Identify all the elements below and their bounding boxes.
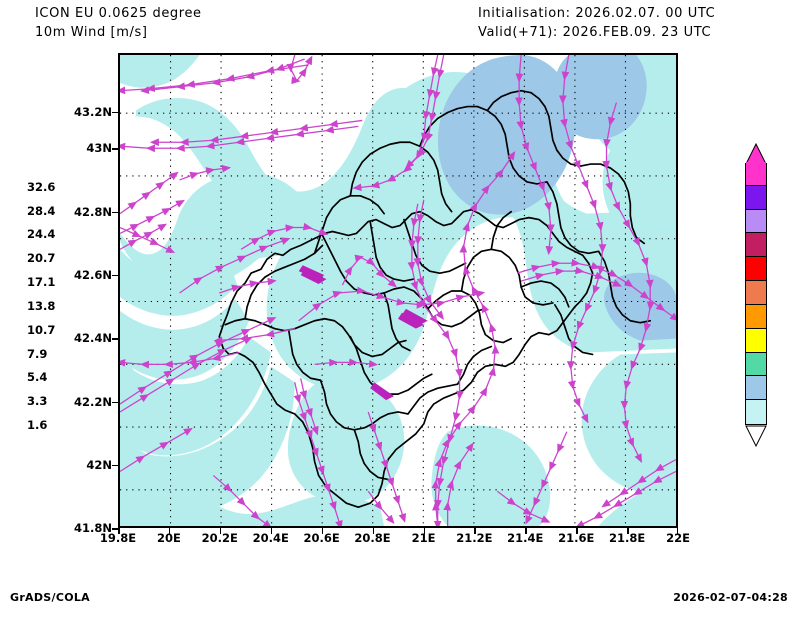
x-tick: 20.2E (201, 531, 238, 545)
colorbar-tick-label: 13.8 (27, 298, 56, 313)
y-tick: 43.2N (74, 104, 112, 119)
y-tick: 43N (86, 141, 112, 156)
colorbar-segment (746, 233, 766, 258)
wind-streamlines (120, 55, 676, 526)
colorbar (745, 162, 767, 425)
colorbar-divider (746, 375, 766, 377)
colorbar-segment (746, 328, 766, 353)
colorbar-segment (746, 376, 766, 401)
y-tick: 42N (86, 457, 112, 472)
colorbar-tick-label: 10.7 (27, 322, 56, 337)
map-plot-area (118, 53, 678, 528)
x-tick: 21.8E (608, 531, 646, 545)
colorbar-segment (746, 257, 766, 282)
colorbar-segment (746, 162, 766, 186)
colorbar-tick-label: 17.1 (27, 275, 56, 290)
colorbar-segment (746, 281, 766, 305)
model-title-line1: ICON EU 0.0625 degree (35, 6, 202, 21)
x-tick: 19.8E (99, 531, 137, 545)
colorbar-divider (746, 256, 766, 258)
colorbar-tick-label: 1.6 (27, 418, 48, 432)
colorbar-divider (746, 280, 766, 282)
colorbar-divider (746, 351, 766, 353)
producer-credit: GrADS/COLA (10, 591, 90, 604)
colorbar-divider (746, 232, 766, 234)
colorbar-tick-label: 24.4 (27, 227, 56, 242)
model-title-line2: 10m Wind [m/s] (35, 25, 148, 40)
colorbar-divider (746, 399, 766, 401)
colorbar-segment (746, 304, 766, 329)
y-tick: 42.4N (74, 331, 112, 346)
colorbar-divider (746, 184, 766, 186)
colorbar-tick-label: 28.4 (27, 203, 56, 218)
x-tick: 20.8E (354, 531, 391, 545)
colorbar-segment (746, 400, 766, 424)
y-tick: 42.2N (74, 394, 112, 409)
colorbar-tick-label: 3.3 (27, 394, 48, 409)
colorbar-tick-label: 32.6 (27, 179, 56, 194)
initialisation-label: Initialisation: 2026.02.07. 00 UTC (478, 6, 716, 21)
colorbar-segment (746, 352, 766, 377)
x-tick: 20.6E (303, 531, 340, 545)
x-tick: 21.4E (507, 531, 544, 545)
y-tick: 41.8N (74, 521, 112, 535)
colorbar-divider (746, 327, 766, 329)
valid-time-label: Valid(+71): 2026.FEB.09. 23 UTC (478, 25, 712, 40)
colorbar-tick-label: 5.4 (27, 370, 48, 385)
x-tick: 20.4E (252, 531, 289, 545)
y-tick: 42.8N (74, 204, 112, 219)
render-timestamp: 2026-02-07-04:28 (673, 591, 788, 604)
x-tick: 21.6E (558, 531, 595, 545)
colorbar-divider (746, 303, 766, 305)
colorbar-bottom-arrow (745, 425, 767, 447)
x-tick: 20E (156, 531, 181, 545)
x-tick: 21E (411, 531, 436, 545)
colorbar-tick-label: 20.7 (27, 251, 56, 266)
colorbar-segment (746, 209, 766, 234)
colorbar-divider (746, 208, 766, 210)
y-tick: 42.6N (74, 267, 112, 282)
x-tick: 21.2E (456, 531, 493, 545)
x-tick: 22E (666, 531, 690, 545)
colorbar-segment (746, 185, 766, 210)
colorbar-tick-label: 7.9 (27, 346, 48, 361)
